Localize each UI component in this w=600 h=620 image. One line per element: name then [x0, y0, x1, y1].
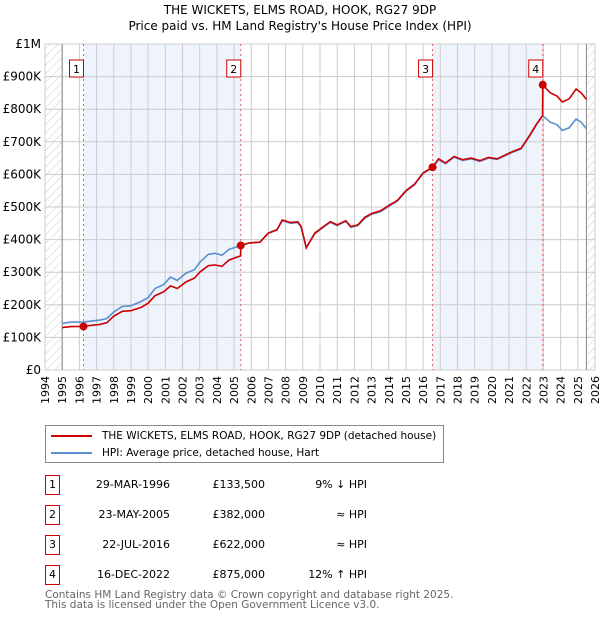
- y-tick-label: £900K: [3, 70, 43, 84]
- transaction-hpi-relation: ≈ HPI: [336, 538, 367, 551]
- sale-point: [79, 322, 88, 331]
- property-price-line: [62, 82, 588, 329]
- x-tick-label: 2016: [417, 376, 430, 404]
- x-tick-label: 2022: [520, 376, 533, 404]
- x-tick-label: 1995: [56, 376, 69, 404]
- sale-label-number: 3: [422, 63, 429, 76]
- x-tick-label: 2014: [383, 376, 396, 404]
- x-tick-label: 2021: [503, 376, 516, 404]
- x-tick-label: 1994: [39, 376, 52, 404]
- transaction-hpi-relation: 12% ↑ HPI: [308, 568, 367, 581]
- transaction-date: 22-JUL-2016: [102, 538, 170, 551]
- y-tick-label: £800K: [3, 102, 43, 116]
- x-tick-label: 2017: [434, 376, 447, 404]
- x-tick-label: 2018: [452, 376, 465, 404]
- sale-point: [236, 241, 245, 250]
- price-chart: 1994 1995 1996 1997 1998 1999 2000 2001 2002 2003…: [3, 37, 600, 404]
- sale-label-box: [418, 59, 434, 78]
- footer-line-1: Contains HM Land Registry data © Crown c…: [45, 589, 454, 601]
- chart-title: THE WICKETS, ELMS ROAD, HOOK, RG27 9DP: [163, 3, 437, 17]
- y-tick-label: £600K: [3, 167, 43, 181]
- legend-item-hpi: HPI: Average price, detached house, Hart: [46, 445, 319, 461]
- y-tick-label: £400K: [3, 233, 43, 247]
- x-tick-label: 2007: [262, 376, 275, 404]
- transaction-price: £382,000: [212, 508, 266, 521]
- y-tick-label: £700K: [3, 135, 43, 149]
- legend-swatch-blue: [51, 452, 92, 454]
- x-tick-label: 1997: [91, 376, 104, 404]
- sale-label-number: 1: [73, 63, 80, 76]
- x-tick-label: 2003: [194, 376, 207, 404]
- x-tick-label: 2005: [228, 376, 241, 404]
- transaction-date: 29-MAR-1996: [95, 478, 170, 491]
- x-tick-label: 1998: [108, 376, 121, 404]
- sale-label-box: [69, 59, 84, 78]
- y-tick-label: £200K: [3, 298, 43, 312]
- x-tick-label: 2024: [555, 376, 568, 404]
- x-tick-label: 2001: [159, 376, 172, 404]
- transaction-number-badge: 1: [45, 475, 60, 495]
- transaction-hpi-relation: ≈ HPI: [336, 508, 367, 521]
- transaction-number-badge: 4: [45, 565, 60, 585]
- x-tick-label: 2006: [245, 376, 258, 404]
- x-tick-label: 2008: [280, 376, 293, 404]
- legend-label: THE WICKETS, ELMS ROAD, HOOK, RG27 9DP (…: [102, 430, 437, 442]
- transaction-number-badge: 2: [45, 505, 60, 525]
- legend-swatch-red: [51, 435, 92, 437]
- footer: Contains HM Land Registry data © Crown c…: [45, 589, 454, 611]
- legend-item-property: THE WICKETS, ELMS ROAD, HOOK, RG27 9DP (…: [46, 428, 436, 444]
- sale-label-box: [226, 59, 242, 78]
- sale-point: [538, 80, 547, 89]
- x-tick-label: 2023: [537, 376, 550, 404]
- y-tick-label: £300K: [3, 265, 43, 279]
- x-tick-label: 2025: [572, 376, 585, 404]
- x-tick-label: 1999: [125, 376, 138, 404]
- chart-subtitle: Price paid vs. HM Land Registry's House …: [128, 19, 472, 33]
- x-tick-label: 2013: [366, 376, 379, 404]
- transaction-number-badge: 3: [45, 535, 60, 555]
- x-tick-label: 2009: [297, 376, 310, 404]
- transaction-price: £622,000: [212, 538, 266, 551]
- x-tick-label: 2026: [589, 376, 600, 404]
- y-tick-label: £1M: [15, 37, 41, 51]
- x-tick-label: 2002: [177, 376, 190, 404]
- sale-label-number: 4: [532, 63, 539, 76]
- x-tick-label: 2004: [211, 376, 224, 404]
- x-tick-label: 2015: [400, 376, 413, 404]
- sale-label-number: 2: [230, 63, 237, 76]
- sale-label-box: [528, 59, 544, 78]
- x-tick-label: 2010: [314, 376, 327, 404]
- y-tick-label: £100K: [3, 330, 43, 344]
- transaction-date: 23-MAY-2005: [98, 508, 170, 521]
- y-tick-label: £500K: [3, 200, 43, 214]
- transaction-price: £875,000: [212, 568, 266, 581]
- transaction-date: 16-DEC-2022: [96, 568, 170, 581]
- transaction-hpi-relation: 9% ↓ HPI: [315, 478, 367, 491]
- sale-point: [428, 163, 437, 172]
- legend-label: HPI: Average price, detached house, Hart: [102, 447, 320, 459]
- x-tick-label: 2000: [142, 376, 155, 404]
- footer-line-2: This data is licensed under the Open Gov…: [45, 599, 380, 611]
- transaction-price: £133,500: [212, 478, 266, 491]
- x-tick-label: 2011: [331, 376, 344, 404]
- x-tick-label: 2012: [348, 376, 361, 404]
- x-tick-label: 2020: [486, 376, 499, 404]
- x-tick-label: 2019: [469, 376, 482, 404]
- legend: THE WICKETS, ELMS ROAD, HOOK, RG27 9DP (…: [45, 425, 444, 463]
- y-tick-label: £0: [26, 363, 41, 377]
- x-tick-label: 1996: [73, 376, 86, 404]
